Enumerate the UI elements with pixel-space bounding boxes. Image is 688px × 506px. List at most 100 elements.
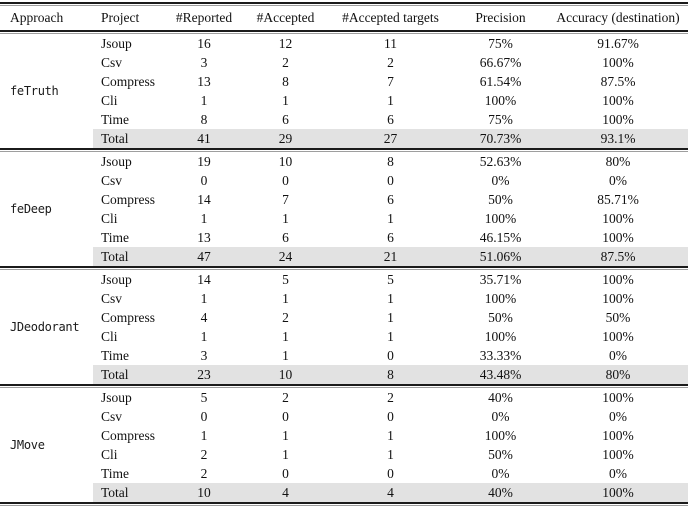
total-targets-cell: 27 — [328, 129, 453, 148]
col-header-accepted: #Accepted — [256, 10, 315, 25]
accepted-cell: 0 — [282, 173, 289, 188]
project-cell: Time — [101, 348, 130, 363]
total-targets-cell: 21 — [328, 247, 453, 266]
accepted-cell: 1 — [282, 291, 289, 306]
total-reported-cell: 23 — [165, 365, 243, 384]
project-cell: Compress — [101, 192, 155, 207]
precision-cell: 0% — [491, 409, 510, 424]
project-cell: Cli — [101, 211, 118, 226]
precision-cell: 100% — [484, 291, 517, 306]
precision-cell: 66.67% — [479, 55, 522, 70]
accepted-cell: 2 — [282, 310, 289, 325]
targets-cell: 1 — [387, 291, 394, 306]
reported-cell: 16 — [197, 36, 211, 51]
targets-cell: 6 — [387, 192, 394, 207]
group-rule — [0, 384, 688, 388]
approach-group-jdeodorant: JDeodorant Jsoup 14 5 5 35.71% 100% Csv … — [0, 270, 688, 384]
total-reported-cell: 47 — [165, 247, 243, 266]
accepted-cell: 1 — [282, 348, 289, 363]
accuracy-cell: 87.5% — [600, 74, 636, 89]
reported-cell: 1 — [200, 428, 208, 443]
accuracy-cell: 50% — [605, 310, 631, 325]
accuracy-cell: 0% — [609, 348, 627, 363]
col-header-accuracy: Accuracy (destination) — [556, 10, 680, 25]
accuracy-cell: 0% — [609, 409, 627, 424]
targets-cell: 8 — [387, 154, 394, 169]
total-accepted-cell: 10 — [243, 365, 328, 384]
accuracy-cell: 100% — [602, 291, 634, 306]
project-cell: Compress — [101, 310, 155, 325]
targets-cell: 1 — [387, 93, 394, 108]
targets-cell: 7 — [387, 74, 394, 89]
precision-cell: 33.33% — [479, 348, 522, 363]
accepted-cell: 1 — [282, 93, 289, 108]
targets-cell: 0 — [387, 173, 394, 188]
precision-cell: 75% — [488, 112, 513, 127]
precision-cell: 52.63% — [479, 154, 522, 169]
project-cell: Csv — [101, 291, 123, 306]
total-project-cell: Total — [93, 129, 165, 148]
project-cell: Compress — [101, 74, 155, 89]
accuracy-cell: 100% — [602, 447, 634, 462]
accuracy-cell: 0% — [609, 466, 627, 481]
total-accepted-cell: 4 — [243, 483, 328, 502]
accepted-cell: 7 — [282, 192, 289, 207]
approach-label: JMove — [10, 437, 45, 452]
accuracy-cell: 80% — [605, 154, 631, 169]
targets-cell: 1 — [387, 428, 394, 443]
accepted-cell: 6 — [282, 230, 289, 245]
total-project-cell: Total — [93, 247, 165, 266]
accepted-cell: 0 — [282, 409, 289, 424]
reported-cell: 3 — [200, 55, 208, 70]
accuracy-cell: 100% — [602, 93, 634, 108]
approach-group-fetruth: feTruth Jsoup 16 12 11 75% 91.67% Csv 3 … — [0, 34, 688, 148]
approach-label: feDeep — [10, 201, 52, 216]
approach-label: feTruth — [10, 83, 59, 98]
approach-group-jmove: JMove Jsoup 5 2 2 40% 100% Csv 0 0 0 0% … — [0, 388, 688, 502]
accepted-cell: 2 — [282, 390, 289, 405]
group-rule — [0, 148, 688, 152]
project-cell: Jsoup — [101, 390, 132, 405]
accuracy-cell: 100% — [602, 112, 634, 127]
precision-cell: 100% — [484, 428, 517, 443]
header-rule — [0, 30, 688, 34]
accuracy-cell: 91.67% — [597, 36, 639, 51]
precision-cell: 50% — [488, 447, 513, 462]
targets-cell: 2 — [387, 390, 394, 405]
reported-cell: 5 — [200, 390, 208, 405]
reported-cell: 2 — [200, 466, 208, 481]
accepted-cell: 6 — [282, 112, 289, 127]
accuracy-cell: 100% — [602, 390, 634, 405]
group-rule — [0, 266, 688, 270]
project-cell: Compress — [101, 428, 155, 443]
accepted-cell: 1 — [282, 447, 289, 462]
total-precision-cell: 51.06% — [453, 247, 548, 266]
project-cell: Cli — [101, 93, 118, 108]
targets-cell: 6 — [387, 112, 394, 127]
precision-cell: 50% — [488, 310, 513, 325]
col-header-project: Project — [101, 10, 140, 25]
reported-cell: 14 — [197, 272, 211, 287]
accepted-cell: 5 — [282, 272, 289, 287]
precision-cell: 0% — [491, 466, 510, 481]
total-accuracy-cell: 87.5% — [548, 247, 688, 266]
targets-cell: 1 — [387, 447, 394, 462]
total-precision-cell: 40% — [453, 483, 548, 502]
accuracy-cell: 100% — [602, 329, 634, 344]
project-cell: Csv — [101, 55, 123, 70]
accepted-cell: 8 — [282, 74, 289, 89]
accepted-cell: 10 — [278, 154, 293, 169]
reported-cell: 1 — [200, 329, 208, 344]
total-targets-cell: 8 — [328, 365, 453, 384]
total-reported-cell: 41 — [165, 129, 243, 148]
precision-cell: 35.71% — [479, 272, 522, 287]
col-header-reported: #Reported — [175, 10, 233, 25]
total-project-cell: Total — [93, 365, 165, 384]
total-accuracy-cell: 100% — [548, 483, 688, 502]
project-cell: Csv — [101, 173, 123, 188]
targets-cell: 0 — [387, 466, 394, 481]
reported-cell: 3 — [200, 348, 208, 363]
total-accuracy-cell: 93.1% — [548, 129, 688, 148]
precision-cell: 100% — [484, 329, 517, 344]
